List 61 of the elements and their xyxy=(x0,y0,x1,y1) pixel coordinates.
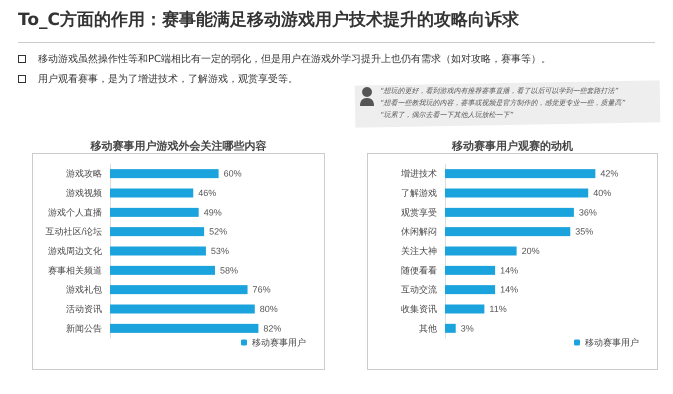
bar xyxy=(445,169,596,178)
y-tick-label: 互动社区/论坛 xyxy=(45,226,102,237)
bar xyxy=(445,324,456,333)
y-tick-label: 了解游戏 xyxy=(401,188,437,198)
bar xyxy=(110,208,199,217)
bar xyxy=(110,169,219,178)
y-tick-label: 随便看看 xyxy=(401,265,437,276)
bar xyxy=(445,188,588,198)
data-label: 49% xyxy=(204,207,222,218)
data-label: 60% xyxy=(224,168,242,179)
bar xyxy=(445,266,496,275)
bar xyxy=(110,304,255,314)
chart-title: 移动赛事用户游戏外会关注哪些内容 xyxy=(90,140,266,152)
data-label: 40% xyxy=(593,188,612,198)
y-tick-label: 休闲解闷 xyxy=(401,226,437,237)
legend-label: 移动赛事用户 xyxy=(585,338,639,348)
y-tick-label: 关注大神 xyxy=(401,246,437,256)
bar xyxy=(110,324,258,333)
data-label: 82% xyxy=(263,323,282,334)
bar xyxy=(445,304,484,314)
bar xyxy=(445,227,570,236)
data-label: 3% xyxy=(460,323,474,334)
data-label: 76% xyxy=(252,284,271,295)
chart-title: 移动赛事用户观赛的动机 xyxy=(451,140,573,152)
y-tick-label: 互动交流 xyxy=(401,284,437,295)
text: 用户观看赛事，是为了增进技术，了解游戏，观赏享受等。 xyxy=(37,72,298,86)
data-label: 58% xyxy=(220,265,238,276)
bar xyxy=(110,227,204,236)
data-label: 42% xyxy=(600,168,618,179)
data-label: 20% xyxy=(522,246,540,256)
data-label: 80% xyxy=(260,304,278,314)
y-tick-label: 游戏视频 xyxy=(66,188,102,198)
y-tick-label: 游戏礼包 xyxy=(66,284,102,295)
y-tick-label: 活动资讯 xyxy=(66,304,102,314)
bar xyxy=(445,285,496,294)
y-tick-label: 观赏享受 xyxy=(401,207,437,218)
data-label: 52% xyxy=(209,226,228,237)
bar xyxy=(110,266,215,275)
bar xyxy=(110,188,194,198)
data-label: 46% xyxy=(198,188,216,198)
data-label: 53% xyxy=(210,246,229,256)
text: 移动游戏虽然操作性等和PC端相比有一定的弱化，但是用户在游戏外学习提升上也仍有需求（如对攻略，赛事等）。 xyxy=(37,52,552,66)
y-tick-label: 赛事相关频道 xyxy=(48,265,102,276)
y-tick-label: 收集资讯 xyxy=(401,304,437,314)
y-tick-label: 游戏个人直播 xyxy=(48,207,102,218)
y-tick-label: 游戏攻略 xyxy=(66,168,102,179)
text: To_C方面的作用：赛事能满足移动游戏用户技术提升的攻略向诉求 xyxy=(18,9,519,31)
data-label: 11% xyxy=(489,304,507,314)
bar xyxy=(110,246,206,256)
y-tick-label: 游戏周边文化 xyxy=(48,246,102,256)
data-label: 14% xyxy=(500,265,518,276)
bar xyxy=(445,208,574,217)
y-tick-label: 增进技术 xyxy=(400,168,437,179)
bar xyxy=(445,246,517,256)
y-tick-label: 新闻公告 xyxy=(66,323,102,334)
legend-label: 移动赛事用户 xyxy=(252,338,306,348)
data-label: 35% xyxy=(575,226,594,237)
data-label: 14% xyxy=(500,284,518,295)
y-tick-label: 其他 xyxy=(419,323,437,334)
data-label: 36% xyxy=(578,207,597,218)
bar xyxy=(110,285,248,294)
